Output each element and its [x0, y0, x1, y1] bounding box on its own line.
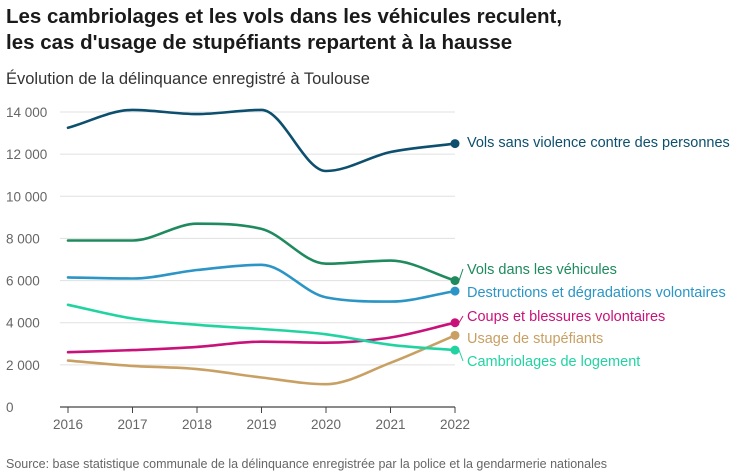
- y-tick-label: 10 000: [6, 189, 47, 204]
- y-axis-ticks: 0 2 000 4 000 6 000 8 000 10 000 12 000 14 000: [6, 105, 47, 415]
- chart-title-line2: les cas d'usage de stupéfiants repartent…: [6, 31, 513, 54]
- chart-subtitle: Évolution de la délinquance enregistré à…: [6, 70, 370, 88]
- series-5-label: Usage de stupéfiants: [467, 331, 603, 347]
- series-lines: [66, 108, 460, 386]
- x-tick-label: 2021: [375, 417, 405, 432]
- source-note: Source: base statistique communale de la…: [6, 457, 608, 471]
- x-tick-label: 2022: [440, 417, 470, 432]
- series-4-label-leader: [458, 315, 464, 323]
- chart-title-line1: Les cambriolages et les vols dans les vé…: [6, 5, 563, 28]
- series-2-label-leader: [458, 268, 464, 281]
- y-tick-label: 14 000: [6, 105, 47, 120]
- series-3-line: [66, 263, 457, 303]
- series-4-endpoint-marker: [450, 318, 460, 328]
- series-2-line: [66, 222, 457, 282]
- x-axis-ticks: 2016 2017 2018 2019 2020 2021 2022: [53, 407, 470, 432]
- y-tick-label: 6 000: [6, 274, 40, 289]
- series-6-label: Cambriolages de logement: [467, 354, 640, 370]
- series-1-endpoint-marker: [450, 139, 460, 149]
- series-3-endpoint-marker: [450, 286, 460, 296]
- series-6-endpoint-marker: [450, 345, 460, 355]
- series-2-endpoint-marker: [450, 276, 460, 286]
- x-tick-label: 2017: [117, 417, 147, 432]
- grid-lines: [60, 111, 455, 408]
- y-tick-label: 0: [6, 400, 14, 415]
- y-tick-label: 4 000: [6, 316, 40, 331]
- x-tick-label: 2020: [311, 417, 341, 432]
- y-tick-label: 2 000: [6, 358, 40, 373]
- series-1-label: Vols sans violence contre des personnes: [467, 135, 730, 151]
- chart-title: Les cambriolages et les vols dans les vé…: [6, 4, 736, 56]
- series-1-line: [66, 108, 457, 173]
- series-4-label: Coups et blessures volontaires: [467, 309, 665, 325]
- series-6-label-leader: [458, 349, 464, 362]
- series-5-endpoint-marker: [450, 330, 460, 340]
- series-6-line: [66, 303, 457, 352]
- x-tick-label: 2019: [246, 417, 276, 432]
- y-tick-label: 8 000: [6, 231, 40, 246]
- y-tick-label: 12 000: [6, 147, 47, 162]
- x-tick-label: 2018: [182, 417, 212, 432]
- series-labels: Vols sans violence contre des personnes V…: [458, 135, 730, 370]
- series-2-label: Vols dans les véhicules: [467, 262, 617, 278]
- x-tick-label: 2016: [53, 417, 83, 432]
- series-4-line: [66, 321, 457, 354]
- series-3-label: Destructions et dégradations volontaires: [467, 285, 726, 301]
- series-5-line: [66, 334, 457, 386]
